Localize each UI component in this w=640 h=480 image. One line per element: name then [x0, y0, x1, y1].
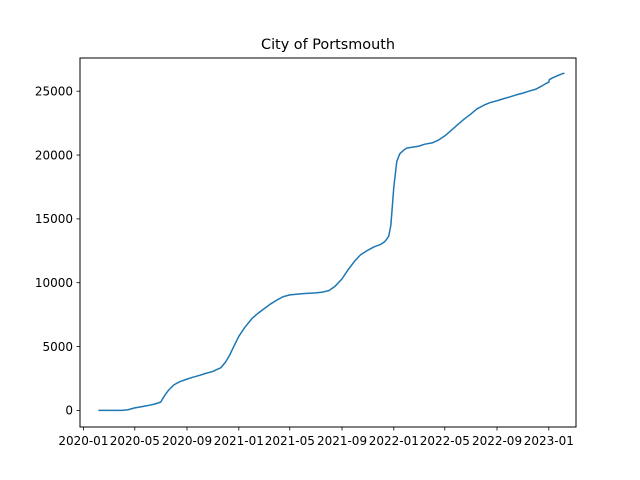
x-tick-label: 2021-01 [214, 434, 264, 448]
chart-title: City of Portsmouth [261, 37, 395, 53]
plot-area [98, 72, 565, 412]
x-tick-label: 2021-05 [265, 434, 315, 448]
plot-frame [79, 57, 577, 428]
x-tick-label: 2020-09 [162, 434, 212, 448]
x-axis: 2020-01 2020-05 2020-09 2021-01 2021-05 2021-… [58, 427, 574, 448]
x-tick-label: 2021-09 [317, 434, 367, 448]
series-line [98, 72, 565, 412]
y-tick-label: 20000 [35, 148, 73, 162]
x-tick-label: 2020-01 [58, 434, 108, 448]
y-tick-label: 15000 [35, 212, 73, 226]
x-tick-label: 2022-05 [420, 434, 470, 448]
x-tick-label: 2023-01 [524, 434, 574, 448]
x-tick-label: 2022-01 [369, 434, 419, 448]
y-tick-label: 0 [65, 404, 73, 418]
y-tick-label: 25000 [35, 84, 73, 98]
x-tick-label: 2022-09 [472, 434, 522, 448]
x-tick-label: 2020-05 [110, 434, 160, 448]
y-tick-label: 10000 [35, 276, 73, 290]
y-tick-label: 5000 [42, 340, 73, 354]
y-axis: 0 5000 10000 15000 20000 25000 [35, 84, 80, 418]
